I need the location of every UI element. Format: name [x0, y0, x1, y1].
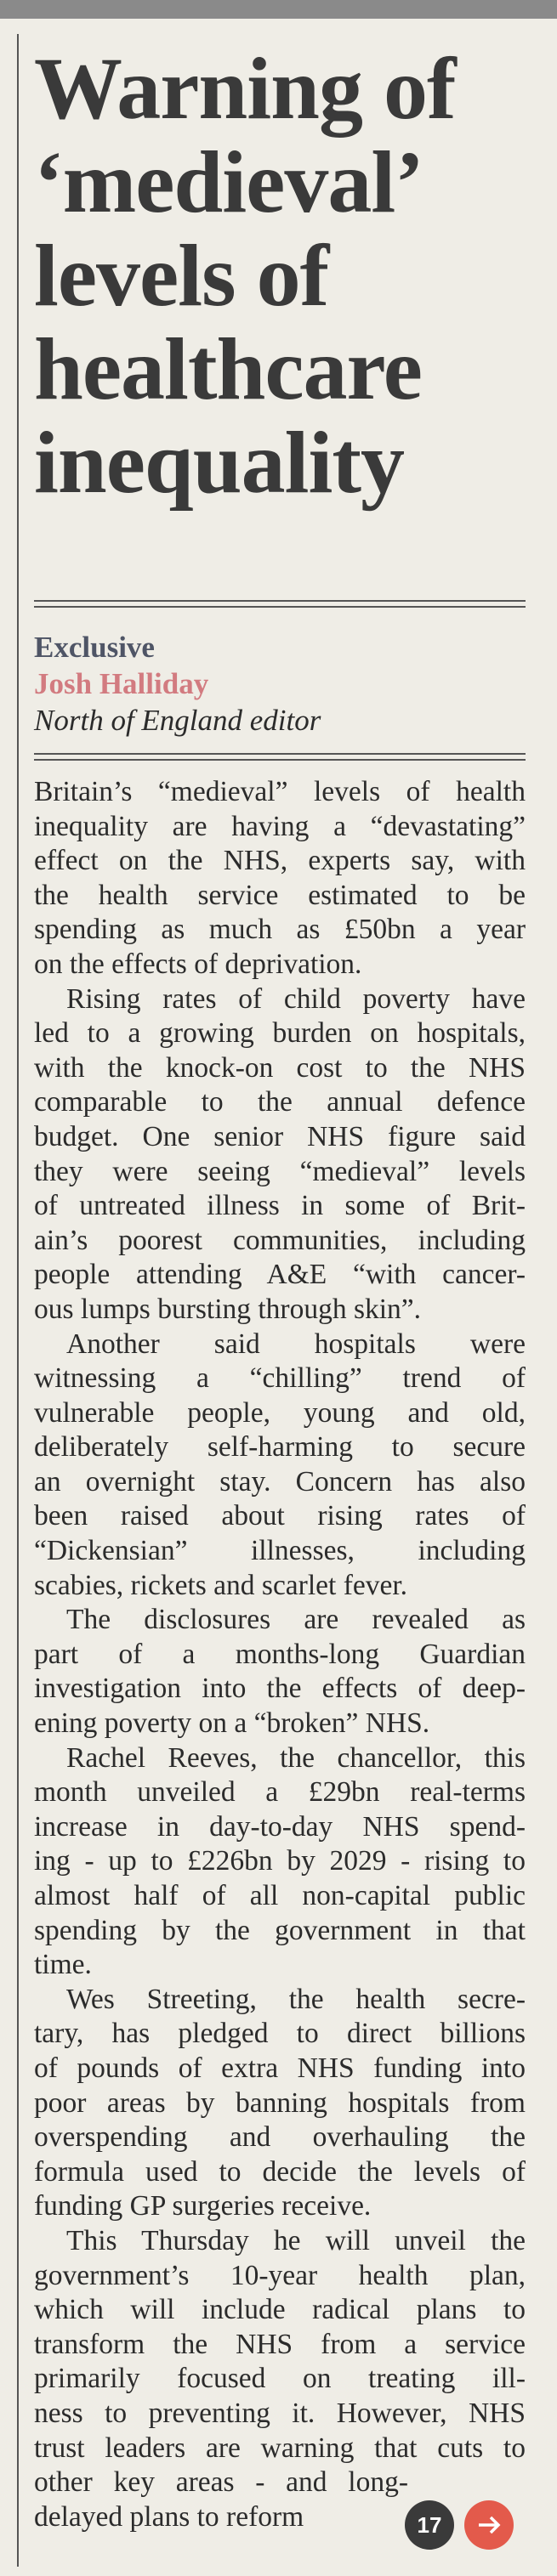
rule	[34, 753, 526, 761]
text-line: ain’s poorest communities, including	[34, 1224, 526, 1256]
headline-line: Warning of	[34, 40, 457, 138]
next-arrow	[464, 2500, 514, 2550]
text-line: delayed plans to reform	[34, 2500, 304, 2533]
text-line: “Dickensian” illnesses, including	[34, 1535, 526, 1567]
text-line: budget. One senior NHS figure said	[34, 1120, 526, 1152]
rule	[34, 600, 526, 608]
text-line: other key areas - and long-	[34, 2466, 408, 2499]
page-number: 17	[405, 2500, 454, 2550]
text-line: vulnerable people, young and old,	[34, 1396, 526, 1429]
text-line: with the knock-on cost to the NHS	[34, 1051, 526, 1084]
text-line: trust leaders are warning that cuts to	[34, 2432, 526, 2464]
text-line: The disclosures are revealed as	[66, 1604, 526, 1636]
text-line: on the effects of deprivation.	[34, 948, 362, 980]
text-line: government’s 10-year health plan,	[34, 2259, 526, 2291]
text-line: ous lumps bursting through skin”.	[34, 1293, 422, 1325]
text-line: ening poverty on a “broken” NHS.	[34, 1707, 430, 1740]
text-line: almost half of all non-capital public	[34, 1880, 526, 1911]
headline: Warning of ‘medieval’ levels of healthcare i…	[34, 42, 544, 510]
author: Josh Halliday	[34, 667, 209, 700]
text-line: increase in day-to-day NHS spend-	[34, 1810, 526, 1843]
text-line: Rachel Reeves, the chancellor, this	[66, 1741, 526, 1774]
text-line: tary, has pledged to direct billions	[34, 2018, 526, 2050]
headline-line: levels of	[34, 227, 329, 325]
top-bar	[0, 0, 557, 19]
byline: Exclusive Josh Halliday North of England…	[34, 629, 321, 739]
text-line: month unveiled a £29bn real-terms	[34, 1776, 526, 1809]
text-line: comparable to the annual defence	[34, 1086, 526, 1118]
text-line: led to a growing burden on hospitals,	[34, 1017, 526, 1050]
text-line: overspending and overhauling the	[34, 2121, 526, 2154]
text-line: of untreated illness in some of Brit-	[34, 1190, 526, 1222]
text-line: time.	[34, 1949, 92, 1981]
text-line: Another said hospitals were	[66, 1328, 526, 1360]
text-line: witnessing a “chilling” trend of	[34, 1362, 526, 1395]
column-rule	[17, 34, 19, 2567]
text-line: been raised about rising rates of	[34, 1500, 526, 1532]
text-line: funding GP surgeries receive.	[34, 2190, 372, 2222]
text-line: Britain’s “medieval” levels of health	[34, 776, 526, 807]
text-line: an overnight stay. Concern has also	[34, 1465, 526, 1497]
text-line: This Thursday he will unveil the	[66, 2224, 526, 2256]
text-line: part of a months-long Guardian	[34, 1638, 526, 1670]
text-line: they were seeing “medieval” levels	[34, 1155, 526, 1187]
text-line: effect on the NHS, experts say, with	[34, 845, 526, 877]
text-line: people attending A&E “with cancer-	[34, 1259, 526, 1291]
text-line: deliberately self-harming to secure	[34, 1431, 526, 1464]
text-line: Wes Streeting, the health secre-	[66, 1983, 526, 2015]
text-line: ing - up to £226bn by 2029 - rising to	[34, 1845, 526, 1877]
text-line: primarily focused on treating ill-	[34, 2363, 526, 2395]
text-line: investigation into the effects of deep-	[34, 1673, 526, 1705]
arrow-icon	[479, 2516, 501, 2534]
text-line: scabies, rickets and scarlet fever.	[34, 1569, 408, 1601]
text-line: the health service estimated to be	[34, 879, 526, 911]
text-line: which will include radical plans to	[34, 2294, 526, 2326]
text-line: ness to preventing it. However, NHS	[34, 2397, 526, 2429]
headline-line: healthcare	[34, 320, 423, 418]
headline-line: inequality	[34, 414, 405, 512]
headline-line: ‘medieval’	[34, 133, 424, 231]
text-line: transform the NHS from a service	[34, 2328, 526, 2360]
role: North of England editor	[34, 704, 321, 737]
text-line: inequality are having a “devastating”	[34, 810, 526, 842]
text-line: poor areas by banning hospitals from	[34, 2086, 526, 2119]
text-line: of pounds of extra NHS funding into	[34, 2052, 526, 2084]
label: Exclusive	[34, 631, 155, 664]
text-line: spending as much as £50bn a year	[34, 914, 526, 946]
text-line: formula used to decide the levels of	[34, 2155, 526, 2188]
text-line: spending by the government in that	[34, 1914, 526, 1946]
text-line: Rising rates of child poverty have	[66, 982, 526, 1015]
article-body: Britain’s “medieval” levels of health ine…	[34, 775, 526, 2534]
